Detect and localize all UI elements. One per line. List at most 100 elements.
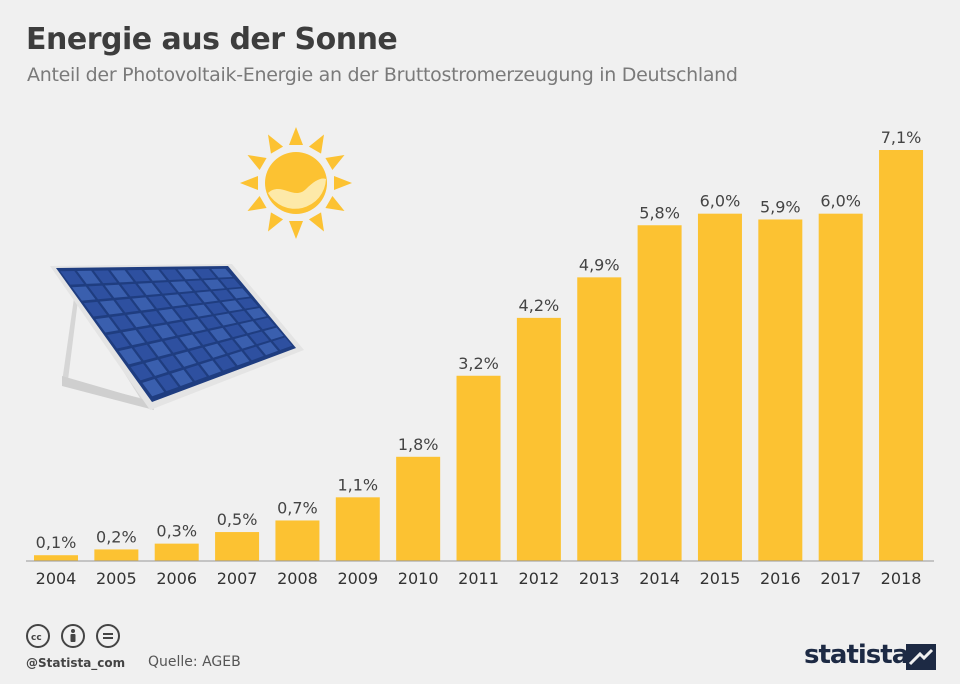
bar-2011 <box>456 375 501 561</box>
x-tick-label-2005: 2005 <box>96 569 137 588</box>
solar-cell <box>220 278 242 289</box>
solar-cell <box>249 331 270 345</box>
solar-cell <box>158 308 181 322</box>
solar-cell <box>95 317 119 333</box>
bar-2016 <box>758 219 803 561</box>
solar-cell <box>127 270 150 282</box>
solar-cell <box>189 347 211 363</box>
solar-cell <box>215 313 237 326</box>
bar-2009 <box>335 497 380 561</box>
bar-2018 <box>879 150 924 561</box>
solar-cell <box>138 327 161 342</box>
solar-cell <box>230 310 252 323</box>
solar-cell <box>214 355 236 371</box>
x-tick-label-2004: 2004 <box>36 569 77 588</box>
x-tick-label-2010: 2010 <box>398 569 439 588</box>
solar-cell <box>200 316 222 329</box>
solar-cell <box>122 330 145 346</box>
solar-cell <box>228 288 250 299</box>
solar-cell <box>190 304 212 317</box>
solar-cell <box>255 317 276 330</box>
data-label-2007: 0,5% <box>217 510 258 529</box>
solar-cell <box>134 344 157 361</box>
chart-subtitle: Anteil der Photovoltaik-Energie an der B… <box>27 64 738 86</box>
bar-2012 <box>516 317 561 561</box>
solar-cell <box>212 289 234 301</box>
solar-cell <box>211 268 233 278</box>
solar-cell <box>224 324 246 338</box>
x-tick-label-2007: 2007 <box>217 569 258 588</box>
bar-2006 <box>154 543 199 561</box>
cc-icon: cc <box>26 624 50 648</box>
solar-cell <box>187 280 209 291</box>
solar-cell <box>219 339 241 354</box>
data-label-2016: 5,9% <box>760 197 801 216</box>
solar-cell <box>203 279 225 290</box>
statista-logo[interactable]: statista <box>804 640 909 670</box>
x-tick-label-2016: 2016 <box>760 569 801 588</box>
license-icons: cc <box>26 624 126 648</box>
data-label-2015: 6,0% <box>700 192 741 211</box>
statista-logo-mark-icon <box>906 644 936 670</box>
x-tick-label-2011: 2011 <box>458 569 499 588</box>
solar-cell <box>93 270 117 284</box>
solar-cell <box>200 360 222 376</box>
solar-cell <box>170 281 193 293</box>
solar-cell <box>154 282 177 294</box>
solar-cell <box>118 348 142 365</box>
bar-2010 <box>396 456 441 561</box>
solar-cell <box>153 324 176 339</box>
svg-text:cc: cc <box>31 633 42 643</box>
x-tick-label-2012: 2012 <box>519 569 560 588</box>
bar-chart: 0,1% 2004 0,2% 2005 0,3% 2006 0,5% 2007 0,7% 2008… <box>26 127 934 588</box>
solar-cell <box>60 271 84 285</box>
data-label-2004: 0,1% <box>36 533 77 552</box>
statista-handle: @Statista_com <box>26 656 126 670</box>
by-icon <box>61 624 86 648</box>
bar-2017 <box>818 213 863 561</box>
data-label-2014: 5,8% <box>639 203 680 222</box>
solar-cell <box>142 310 165 325</box>
sun-icon <box>240 127 352 239</box>
solar-cell <box>160 269 183 281</box>
x-tick-label-2015: 2015 <box>700 569 741 588</box>
x-tick-label-2014: 2014 <box>639 569 680 588</box>
bar-2005 <box>94 549 139 561</box>
solar-cell <box>169 321 191 336</box>
data-label-2009: 1,1% <box>337 475 378 494</box>
x-tick-label-2017: 2017 <box>820 569 861 588</box>
solar-cell <box>130 363 153 381</box>
solar-cell <box>99 300 123 315</box>
solar-cell <box>229 351 250 366</box>
solar-cell <box>174 306 196 320</box>
solar-cell <box>194 331 216 345</box>
solar-panel-icon <box>50 264 304 410</box>
solar-cell <box>145 359 168 376</box>
x-tick-label-2009: 2009 <box>337 569 378 588</box>
bar-2007 <box>215 532 260 561</box>
solar-cell <box>121 283 144 297</box>
solar-cell <box>110 270 134 283</box>
solar-cell <box>264 327 284 340</box>
solar-cell <box>149 341 171 357</box>
solar-cell <box>204 343 226 358</box>
solar-cell <box>107 332 130 349</box>
solar-cell <box>194 269 216 279</box>
solar-cell <box>127 313 150 328</box>
solar-cell <box>160 355 182 372</box>
data-label-2012: 4,2% <box>519 296 560 315</box>
solar-cell <box>177 269 200 280</box>
solar-cell <box>115 298 139 313</box>
solar-cell <box>156 374 179 392</box>
data-label-2006: 0,3% <box>156 522 197 541</box>
solar-cell <box>171 369 193 387</box>
solar-cell <box>185 365 207 381</box>
solar-cell <box>137 282 161 296</box>
solar-cell <box>243 346 264 361</box>
data-label-2017: 6,0% <box>820 192 861 211</box>
solar-cell <box>142 379 165 397</box>
data-label-2008: 0,7% <box>277 498 318 517</box>
x-tick-label-2013: 2013 <box>579 569 620 588</box>
solar-cell <box>88 285 112 300</box>
solar-cell <box>234 335 255 349</box>
